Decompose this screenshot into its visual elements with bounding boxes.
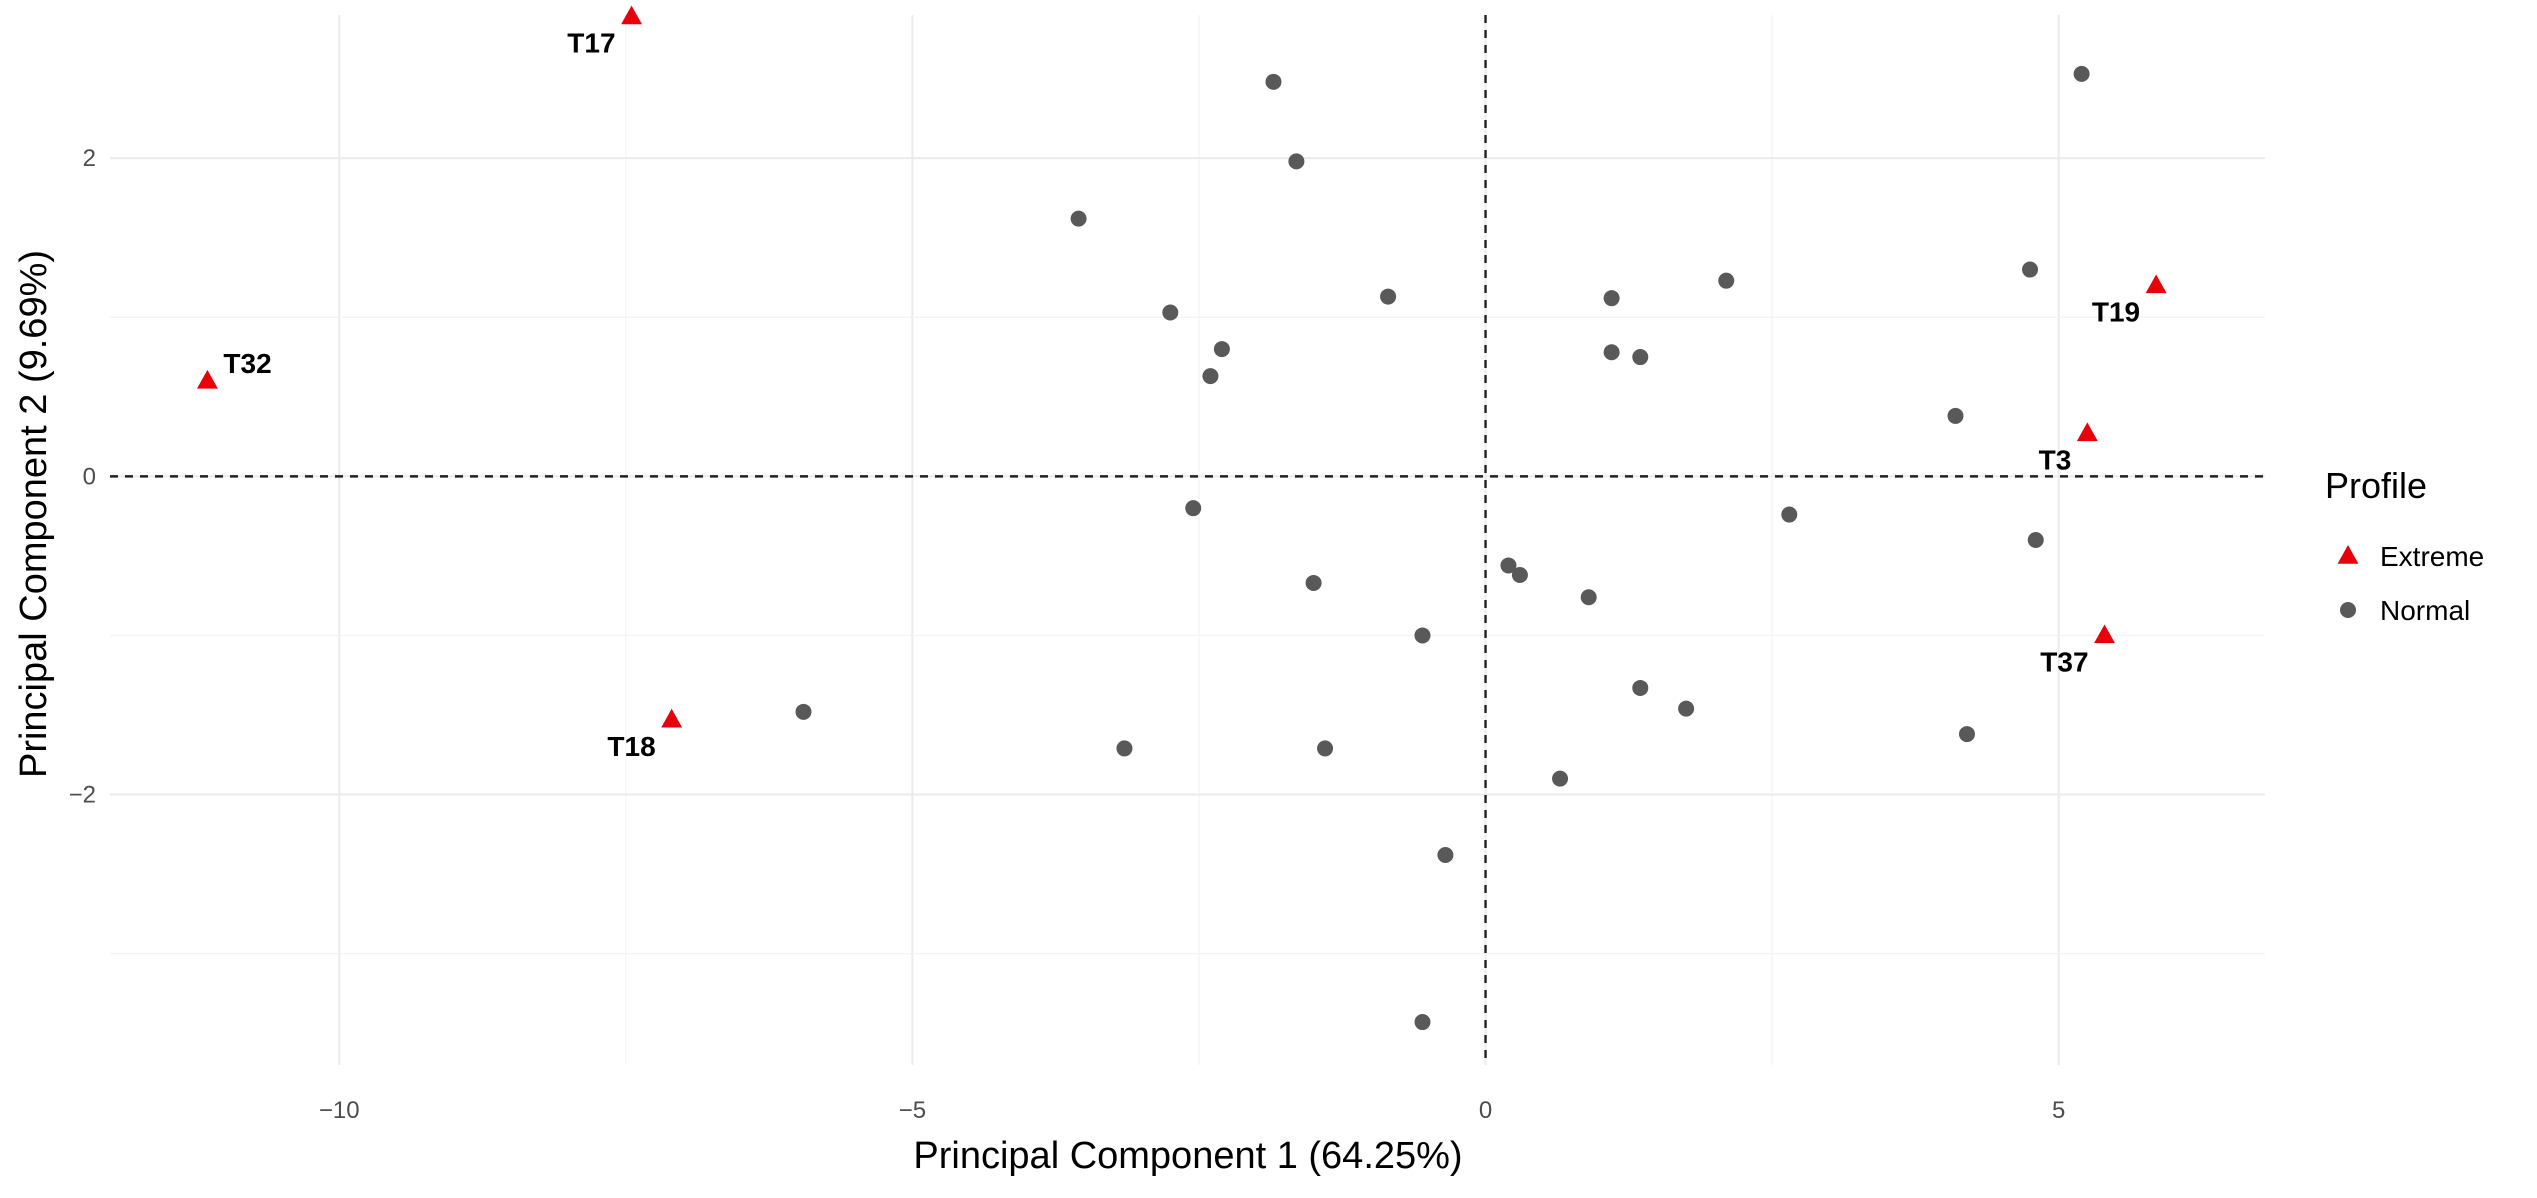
normal-point — [1603, 344, 1620, 361]
legend-label: Normal — [2380, 595, 2470, 626]
normal-point — [795, 703, 812, 720]
normal-point — [1265, 73, 1282, 90]
normal-point — [1947, 407, 1964, 424]
normal-point — [1632, 679, 1649, 696]
point-label: T17 — [567, 28, 615, 59]
x-tick-label: 5 — [2052, 1097, 2065, 1124]
extreme-point — [621, 5, 643, 25]
normal-point — [1317, 740, 1334, 757]
extreme-point — [196, 369, 218, 389]
normal-point — [2022, 261, 2039, 278]
y-tick-label: 0 — [83, 463, 96, 490]
x-tick-label: −10 — [319, 1097, 360, 1124]
normal-point — [1162, 304, 1179, 321]
normal-point — [1500, 557, 1517, 574]
normal-point — [1305, 574, 1322, 591]
normal-point — [1958, 726, 1975, 743]
point-label: T3 — [2039, 444, 2072, 475]
normal-point — [1202, 368, 1219, 385]
normal-point — [1603, 290, 1620, 307]
x-axis-title: Principal Component 1 (64.25%) — [913, 1135, 1462, 1177]
point-label: T18 — [607, 731, 655, 762]
normal-point — [1380, 288, 1397, 305]
point-label: T37 — [2040, 646, 2088, 677]
extreme-point — [661, 708, 683, 728]
reference-lines — [110, 15, 2265, 1065]
normal-point — [1116, 740, 1133, 757]
normal-point — [2073, 65, 2090, 82]
normal-point — [1437, 847, 1454, 863]
data-points — [196, 5, 2167, 1031]
y-axis-ticks: −2 0 2 — [69, 145, 96, 808]
grid — [110, 15, 2265, 1065]
y-tick-label: −2 — [69, 782, 96, 809]
normal-point — [1781, 506, 1798, 523]
extreme-point — [2145, 274, 2167, 294]
point-labels: T17 T32 T18 T19 T3 T37 — [223, 28, 2140, 762]
x-tick-label: 0 — [1479, 1097, 1492, 1124]
normal-point — [1718, 272, 1735, 289]
y-tick-label: 2 — [83, 145, 96, 172]
normal-point — [2027, 532, 2044, 548]
normal-point — [1070, 210, 1087, 227]
normal-point — [1511, 567, 1528, 583]
x-tick-label: −5 — [899, 1097, 926, 1124]
normal-point — [1414, 627, 1431, 644]
normal-point — [1552, 770, 1569, 787]
legend-entries: Extreme Normal — [2337, 541, 2484, 626]
extreme-point — [2094, 624, 2115, 644]
y-axis-title: Principal Component 2 (9.69%) — [13, 250, 55, 778]
legend: Profile Extreme Normal — [2325, 465, 2484, 626]
legend-normal-key — [2340, 602, 2356, 618]
legend-extreme-key — [2337, 545, 2359, 564]
normal-point — [1414, 1014, 1431, 1031]
x-axis-ticks: −10 −5 0 5 — [319, 1097, 2065, 1124]
extreme-point — [2076, 422, 2098, 442]
point-label: T19 — [2092, 296, 2140, 327]
normal-point — [1580, 589, 1597, 606]
legend-label: Extreme — [2380, 541, 2484, 572]
normal-point — [1632, 349, 1649, 366]
normal-point — [1213, 341, 1230, 358]
legend-title: Profile — [2325, 465, 2427, 506]
point-label: T32 — [223, 348, 271, 379]
normal-point — [1185, 500, 1202, 517]
normal-point — [1288, 153, 1305, 170]
normal-point — [1678, 700, 1695, 717]
